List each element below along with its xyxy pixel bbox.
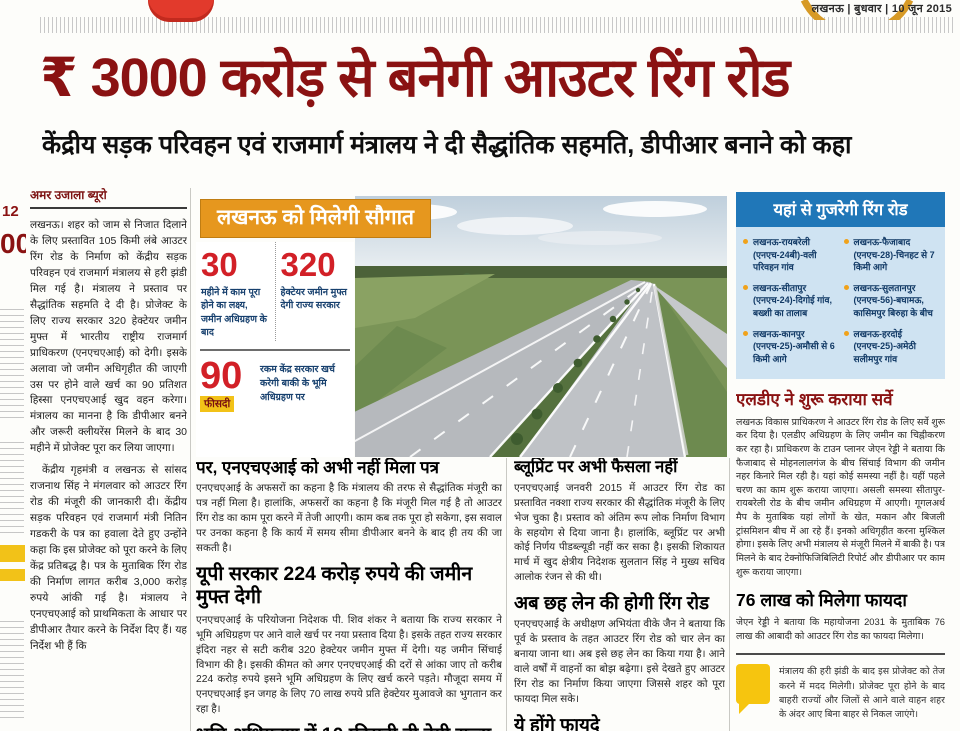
quote-divider (736, 653, 945, 656)
route-item-label: लखनऊ-फैजाबाद (एनएच-28)-चिनहट से 7 किमी आ… (853, 237, 935, 273)
section-heading: पर, एनएचएआई को अभी नहीं मिला पत्र (196, 458, 440, 477)
sub-headline: केंद्रीय सड़क परिवहन एवं राजमार्ग मंत्रा… (42, 131, 852, 159)
stat-number: 30 (201, 246, 238, 283)
section-heading: भूमि अधिग्रहण में 10 फीसदी ही देगी राज्य… (196, 724, 502, 731)
bullet-icon (743, 330, 748, 336)
section-body: जेएन रेड्डी ने बताया कि महायोजना 2031 के… (736, 616, 945, 641)
stat-number: 90 (200, 355, 243, 398)
route-list: लखनऊ-रायबरेली (एनएच-24बी)-वली परिवहन गां… (736, 227, 945, 377)
stat-320-hectare: 320 हेक्टेयर जमीन मुफ्त देगी राज्य सरकार (276, 242, 355, 341)
edge-fragment: 00 (0, 228, 26, 259)
section-body: एनएचएआई के अधीक्षण अभियंता वीके जैन ने ब… (514, 619, 725, 706)
photo-stats-block: लखनऊ को मिलेगी सौगात 30 महीने में काम पू… (196, 196, 727, 457)
stats-panel: 30 महीने में काम पूरा होने का लक्ष्य, जम… (196, 242, 354, 457)
route-item-label: लखनऊ-सुलतानपुर (एनएच-56)-बघामऊ, कासिमपुर… (853, 282, 933, 318)
lead-article-column: अमर उजाला ब्यूरो लखनऊ। शहर को जाम से निज… (30, 186, 187, 731)
masthead-logo-gold-arc-icon (800, 0, 914, 20)
route-item: लखनऊ-सीतापुर (एनएच-24)-दिगोई गांव, बख्शी… (743, 282, 838, 320)
route-item-label: लखनऊ-सीतापुर (एनएच-24)-दिगोई गांव, बख्शी… (753, 282, 832, 318)
edge-text-lines (0, 308, 24, 418)
route-list-left: लखनऊ-रायबरेली (एनएच-24बी)-वली परिवहन गां… (743, 236, 838, 373)
route-item: लखनऊ-फैजाबाद (एनएच-28)-चिनहट से 7 किमी आ… (843, 236, 939, 274)
route-box-title: यहां से गुजरेगी रिंग रोड (736, 192, 945, 227)
edge-text-lines (0, 618, 24, 718)
section-body: एनएचएआई के अफसरों का कहना है कि मंत्रालय… (196, 483, 502, 555)
column-divider (729, 458, 730, 731)
main-headline: ₹ 3000 करोड़ से बनेगी आउटर रिंग रोड (40, 48, 790, 108)
column-divider (506, 458, 507, 731)
section-body: लखनऊ विकास प्राधिकरण ने आउटर रिंग रोड के… (736, 415, 945, 577)
route-list-right: लखनऊ-फैजाबाद (एनएच-28)-चिनहट से 7 किमी आ… (843, 236, 939, 373)
stat-description: महीने में काम पूरा होने का लक्ष्य, जमीन … (201, 287, 267, 338)
lead-paragraph: लखनऊ। शहर को जाम से निजात दिलाने के लिए … (30, 219, 187, 455)
stat-unit-highlight: फीसदी (200, 396, 235, 413)
stat-number-wrap: 90 फीसदी (200, 355, 252, 413)
edge-text-lines (0, 438, 24, 533)
stat-30-months: 30 महीने में काम पूरा होने का लक्ष्य, जम… (196, 242, 276, 342)
section-body: एनएचएआई जनवरी 2015 में आउटर रिंग रोड का … (514, 482, 725, 584)
edge-fragment: 12 (2, 203, 19, 220)
stat-description: हेक्टेयर जमीन मुफ्त देगी राज्य सरकार (280, 287, 347, 312)
bullet-icon (743, 284, 748, 290)
right-rail: यहां से गुजरेगी रिंग रोड लखनऊ-रायबरेली (… (736, 192, 945, 731)
center-left-column: पर, एनएचएआई को अभी नहीं मिला पत्र एनएचएआ… (196, 458, 502, 731)
stats-divider (200, 349, 350, 352)
edge-yellow-highlight (0, 569, 25, 581)
column-divider (190, 188, 191, 731)
highway-photo (355, 196, 727, 457)
barcode-strip (40, 17, 955, 33)
bullet-icon (743, 239, 748, 244)
section-body: एनएचएआई के परियोजना निदेशक पी. शिव शंकर … (196, 614, 502, 716)
route-item-label: लखनऊ-कानपुर (एनएच-25)-अमौसी से 6 किमी आग… (753, 328, 835, 364)
route-item-label: लखनऊ-रायबरेली (एनएच-24बी)-वली परिवहन गां… (753, 237, 817, 273)
lead-paragraph: केंद्रीय गृहमंत्री व लखनऊ से सांसद राजना… (30, 464, 187, 652)
bullet-icon (843, 239, 849, 244)
left-edge-cropped-column: 12 00 (0, 188, 26, 731)
section-heading: 76 लाख को मिलेगा फायदा (736, 590, 907, 611)
route-item: लखनऊ-कानपुर (एनएच-25)-अमौसी से 6 किमी आग… (743, 328, 838, 366)
section-heading: ब्लूप्रिंट पर अभी फैसला नहीं (514, 458, 678, 476)
stat-number: 320 (280, 246, 336, 283)
edge-yellow-highlight (0, 545, 25, 562)
masthead-logo-red-icon (148, 0, 214, 22)
byline: अमर उजाला ब्यूरो (30, 186, 187, 209)
section-heading: अब छह लेन की होगी रिंग रोड (514, 592, 709, 614)
route-item-label: लखनऊ-हरदोई (एनएच-25)-अमेठी सलीमपुर गांव (853, 328, 916, 364)
quote-text: मंत्रालय की हरी झंडी के बाद इस प्रोजेक्ट… (779, 665, 945, 719)
bullet-icon (843, 284, 849, 290)
speech-bubble-icon (736, 664, 770, 715)
stat-90-percent: 90 फीसदी रकम केंद्र सरकार खर्च करेगी बाक… (196, 351, 354, 413)
photo-kicker-label: लखनऊ को मिलेगी सौगात (200, 199, 431, 238)
section-heading: ये होंगे फायदे (514, 713, 600, 731)
route-item: लखनऊ-हरदोई (एनएच-25)-अमेठी सलीमपुर गांव (843, 328, 939, 366)
section-heading: यूपी सरकार 224 करोड़ रुपये की जमीन मुफ्त… (196, 563, 473, 609)
bullet-icon (843, 330, 849, 336)
route-item: लखनऊ-सुलतानपुर (एनएच-56)-बघामऊ, कासिमपुर… (843, 282, 939, 320)
stats-row: 30 महीने में काम पूरा होने का लक्ष्य, जम… (196, 242, 355, 342)
route-item: लखनऊ-रायबरेली (एनएच-24बी)-वली परिवहन गां… (743, 236, 838, 274)
pull-quote: मंत्रालय की हरी झंडी के बाद इस प्रोजेक्ट… (736, 664, 945, 720)
center-right-column: ब्लूप्रिंट पर अभी फैसला नहीं एनएचएआई जनव… (514, 458, 725, 731)
ring-road-route-box: यहां से गुजरेगी रिंग रोड लखनऊ-रायबरेली (… (736, 192, 945, 380)
stat-description: रकम केंद्र सरकार खर्च करेगी बाकी के भूमि… (260, 364, 335, 403)
section-heading: एलडीए ने शुरू कराया सर्वे (736, 390, 893, 410)
dateline: लखनऊ | बुधवार | 10 जून 2015 (811, 3, 952, 15)
